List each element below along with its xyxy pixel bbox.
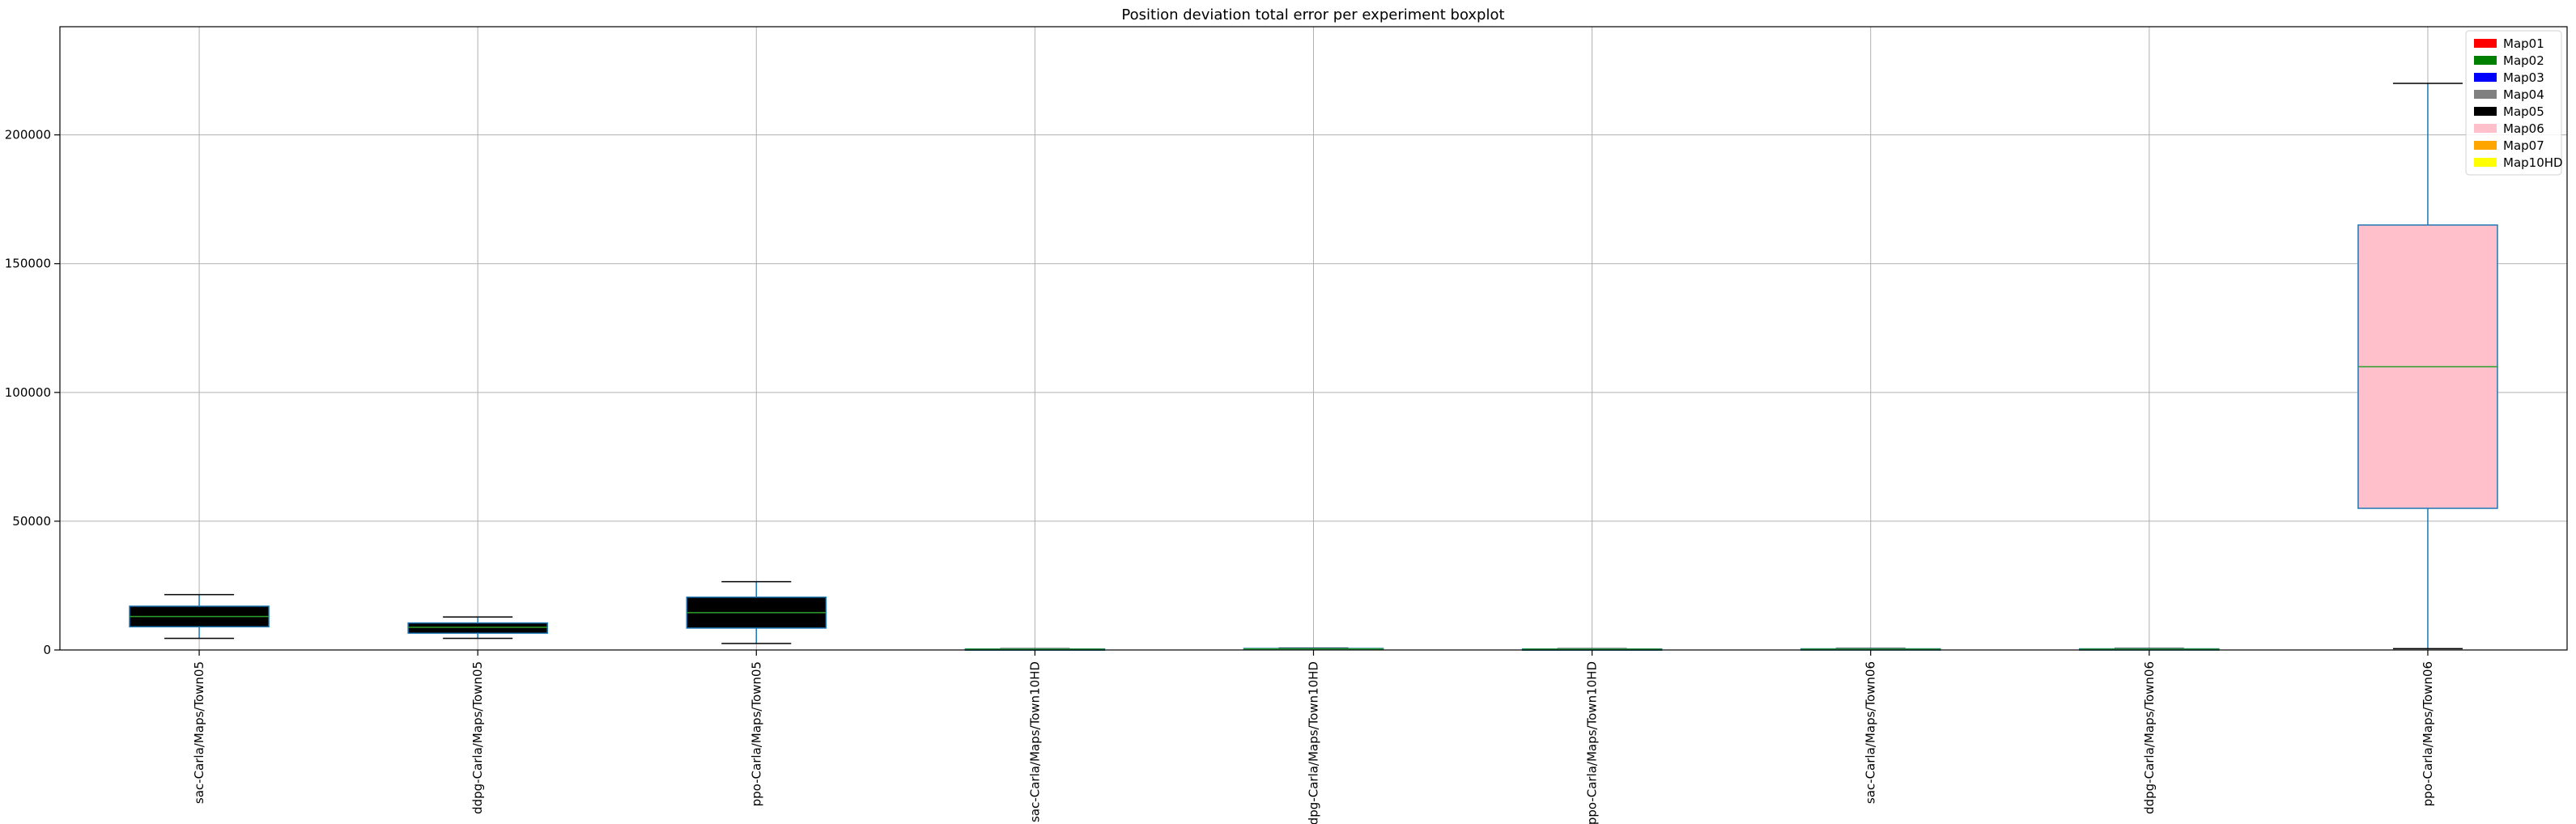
- legend-swatch: [2474, 141, 2497, 150]
- x-tick-label: ddpg-Carla/Maps/Town10HD: [1307, 661, 1321, 824]
- x-tick-label: ppo-Carla/Maps/Town06: [2421, 661, 2435, 806]
- legend-frame: [2465, 30, 2562, 176]
- axes: 0 50000 100000 150000 200000 sac-Carla/Maps/T…: [5, 26, 2568, 824]
- x-tick-label: ddpg-Carla/Maps/Town06: [2142, 661, 2157, 814]
- legend: Map01 Map02 Map03 Map04 Map05 Map06 Map07 Map10…: [2465, 30, 2563, 176]
- x-tick-label: sac-Carla/Maps/Town05: [192, 661, 206, 804]
- legend-label: Map05: [2503, 104, 2544, 119]
- legend-swatch: [2474, 73, 2497, 82]
- legend-label: Map02: [2503, 53, 2544, 68]
- y-tick-label: 0: [43, 643, 51, 657]
- x-tick-label: ppo-Carla/Maps/Town05: [749, 661, 763, 806]
- legend-label: Map04: [2503, 87, 2544, 102]
- y-tick-label: 150000: [5, 257, 51, 271]
- legend-label: Map03: [2503, 70, 2544, 85]
- legend-label: Map07: [2503, 138, 2544, 153]
- legend-swatch: [2474, 158, 2497, 167]
- legend-swatch: [2474, 124, 2497, 133]
- x-tick-label: ppo-Carla/Maps/Town10HD: [1585, 661, 1600, 824]
- legend-label: Map10HD: [2503, 155, 2563, 170]
- box: [407, 622, 548, 635]
- plot-frame: [59, 26, 2568, 651]
- legend-swatch: [2474, 56, 2497, 65]
- legend-swatch: [2474, 107, 2497, 116]
- chart-title: Position deviation total error per exper…: [1121, 6, 1504, 23]
- legend-swatch: [2474, 90, 2497, 99]
- x-tick-label: sac-Carla/Maps/Town10HD: [1027, 661, 1042, 822]
- x-tick-label: ddpg-Carla/Maps/Town05: [470, 661, 485, 814]
- legend-swatch: [2474, 39, 2497, 48]
- y-tick-label: 50000: [12, 514, 51, 529]
- legend-label: Map06: [2503, 121, 2544, 136]
- box-series: [129, 83, 2498, 651]
- legend-label: Map01: [2503, 36, 2544, 51]
- y-tick-label: 200000: [5, 128, 51, 142]
- x-tick-label: sac-Carla/Maps/Town06: [1864, 661, 1878, 804]
- y-tick-label: 100000: [5, 385, 51, 400]
- grid-lines: [60, 27, 2567, 651]
